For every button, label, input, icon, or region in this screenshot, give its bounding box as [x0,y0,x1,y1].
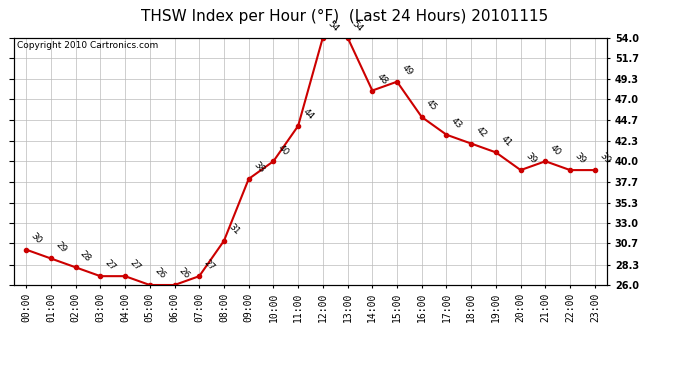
Text: Copyright 2010 Cartronics.com: Copyright 2010 Cartronics.com [17,41,158,50]
Text: 39: 39 [524,152,538,166]
Text: 39: 39 [573,152,587,166]
Text: 41: 41 [499,134,513,148]
Text: 54: 54 [326,19,340,33]
Text: 42: 42 [474,125,489,140]
Text: 28: 28 [79,249,92,263]
Text: 26: 26 [177,266,192,281]
Text: 39: 39 [598,152,612,166]
Text: 27: 27 [103,258,117,272]
Text: THSW Index per Hour (°F)  (Last 24 Hours) 20101115: THSW Index per Hour (°F) (Last 24 Hours)… [141,9,549,24]
Text: 40: 40 [548,142,562,157]
Text: 26: 26 [152,266,167,281]
Text: 31: 31 [227,222,242,237]
Text: 45: 45 [424,99,439,113]
Text: 43: 43 [449,116,464,130]
Text: 29: 29 [54,240,68,254]
Text: 48: 48 [375,72,389,86]
Text: 30: 30 [29,231,43,246]
Text: 49: 49 [400,63,414,78]
Text: 38: 38 [251,160,266,175]
Text: 27: 27 [202,258,217,272]
Text: 40: 40 [276,142,290,157]
Text: 54: 54 [351,19,365,33]
Text: 44: 44 [301,107,315,122]
Text: 27: 27 [128,258,142,272]
